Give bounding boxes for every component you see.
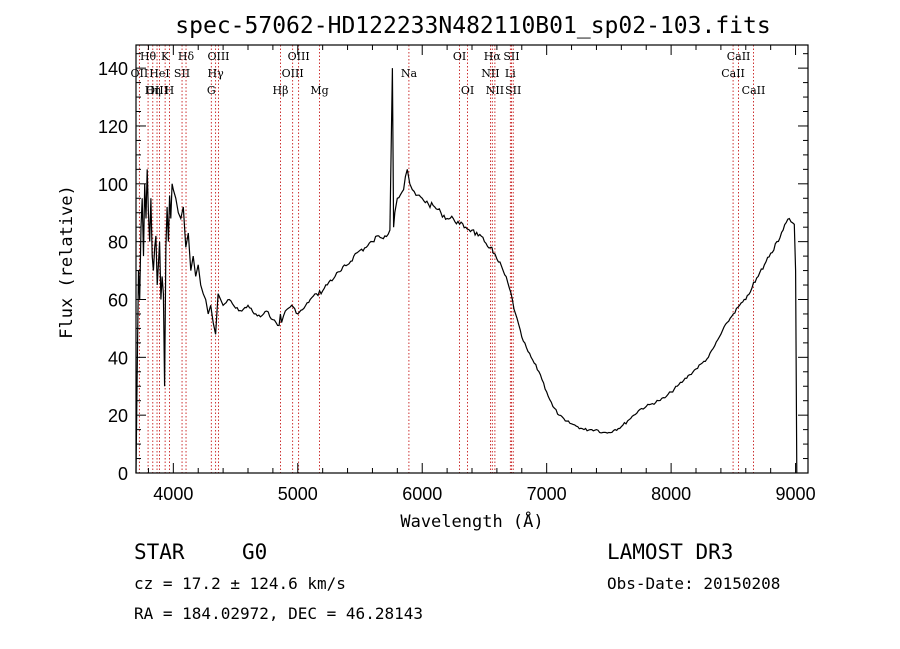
line-marker-label: Na (401, 67, 418, 80)
line-marker-label: HeI (149, 67, 169, 80)
line-marker-label: OIII (282, 67, 304, 80)
chart-title: spec-57062-HD122233N482110B01_sp02-103.f… (175, 13, 770, 39)
line-marker-label: Hθ (140, 50, 157, 63)
x-tick-label: 6000 (402, 484, 442, 504)
line-marker-label: SII (505, 84, 521, 97)
x-tick-label: 8000 (651, 484, 691, 504)
x-tick-label: 5000 (278, 484, 318, 504)
x-tick-label: 4000 (153, 484, 193, 504)
y-tick-label: 20 (108, 406, 128, 426)
line-marker-label: CaII (721, 67, 745, 80)
line-marker-label: Hα (484, 50, 502, 63)
line-marker-label: K (161, 50, 170, 63)
line-marker-label: OI (453, 50, 466, 63)
x-axis-ticks: 4000 5000 6000 7000 8000 9000 (147, 45, 816, 504)
object-class: STAR (134, 540, 185, 564)
y-tick-label: 0 (118, 464, 128, 484)
line-marker-label: NII (481, 67, 499, 80)
y-tick-label: 60 (108, 290, 128, 310)
spectrum-line (135, 68, 798, 474)
line-marker-label: Hη (145, 84, 161, 97)
line-marker-label: SII (174, 67, 190, 80)
y-axis-label: Flux (relative) (57, 185, 77, 339)
y-tick-label: 120 (98, 117, 128, 137)
line-marker-label: Mg (310, 84, 328, 97)
survey-name: LAMOST DR3 (607, 540, 733, 564)
plot-frame (135, 44, 809, 474)
y-tick-label: 40 (108, 348, 128, 368)
line-marker-labels: Hθ OII OIII HeI K Hη H SII Hδ OIII Hγ G OIII OIII Hβ Mg… (131, 50, 766, 97)
line-marker-label: Hδ (178, 50, 195, 63)
coordinates-text: RA = 184.02972, DEC = 46.28143 (134, 604, 423, 623)
redshift-text: cz = 17.2 ± 124.6 km/s (134, 574, 346, 593)
line-marker-label: Hγ (208, 67, 225, 80)
line-marker-label: CaII (727, 50, 751, 63)
line-marker-label: OIII (288, 50, 310, 63)
object-subclass: G0 (242, 540, 267, 564)
line-marker-label: Hβ (273, 84, 289, 97)
x-tick-label: 9000 (776, 484, 816, 504)
line-marker-label: SII (503, 50, 519, 63)
line-marker-label: Li (505, 67, 516, 80)
line-marker-label: OI (461, 84, 474, 97)
y-tick-label: 80 (108, 233, 128, 253)
line-markers (138, 45, 754, 473)
x-axis-label: Wavelength (Å) (400, 510, 543, 532)
line-marker-label: OIII (146, 84, 168, 97)
line-marker-label: H (165, 84, 175, 97)
line-marker-label: OIII (207, 50, 229, 63)
line-marker-label: OII (131, 67, 149, 80)
line-marker-label: G (207, 84, 216, 97)
obs-date-text: Obs-Date: 20150208 (607, 574, 780, 593)
x-tick-label: 7000 (527, 484, 567, 504)
line-marker-label: NII (486, 84, 504, 97)
line-marker-label: CaII (742, 84, 766, 97)
y-tick-label: 140 (98, 59, 128, 79)
y-axis-ticks: 0 20 40 60 80 100 120 140 (98, 53, 808, 484)
y-tick-label: 100 (98, 175, 128, 195)
